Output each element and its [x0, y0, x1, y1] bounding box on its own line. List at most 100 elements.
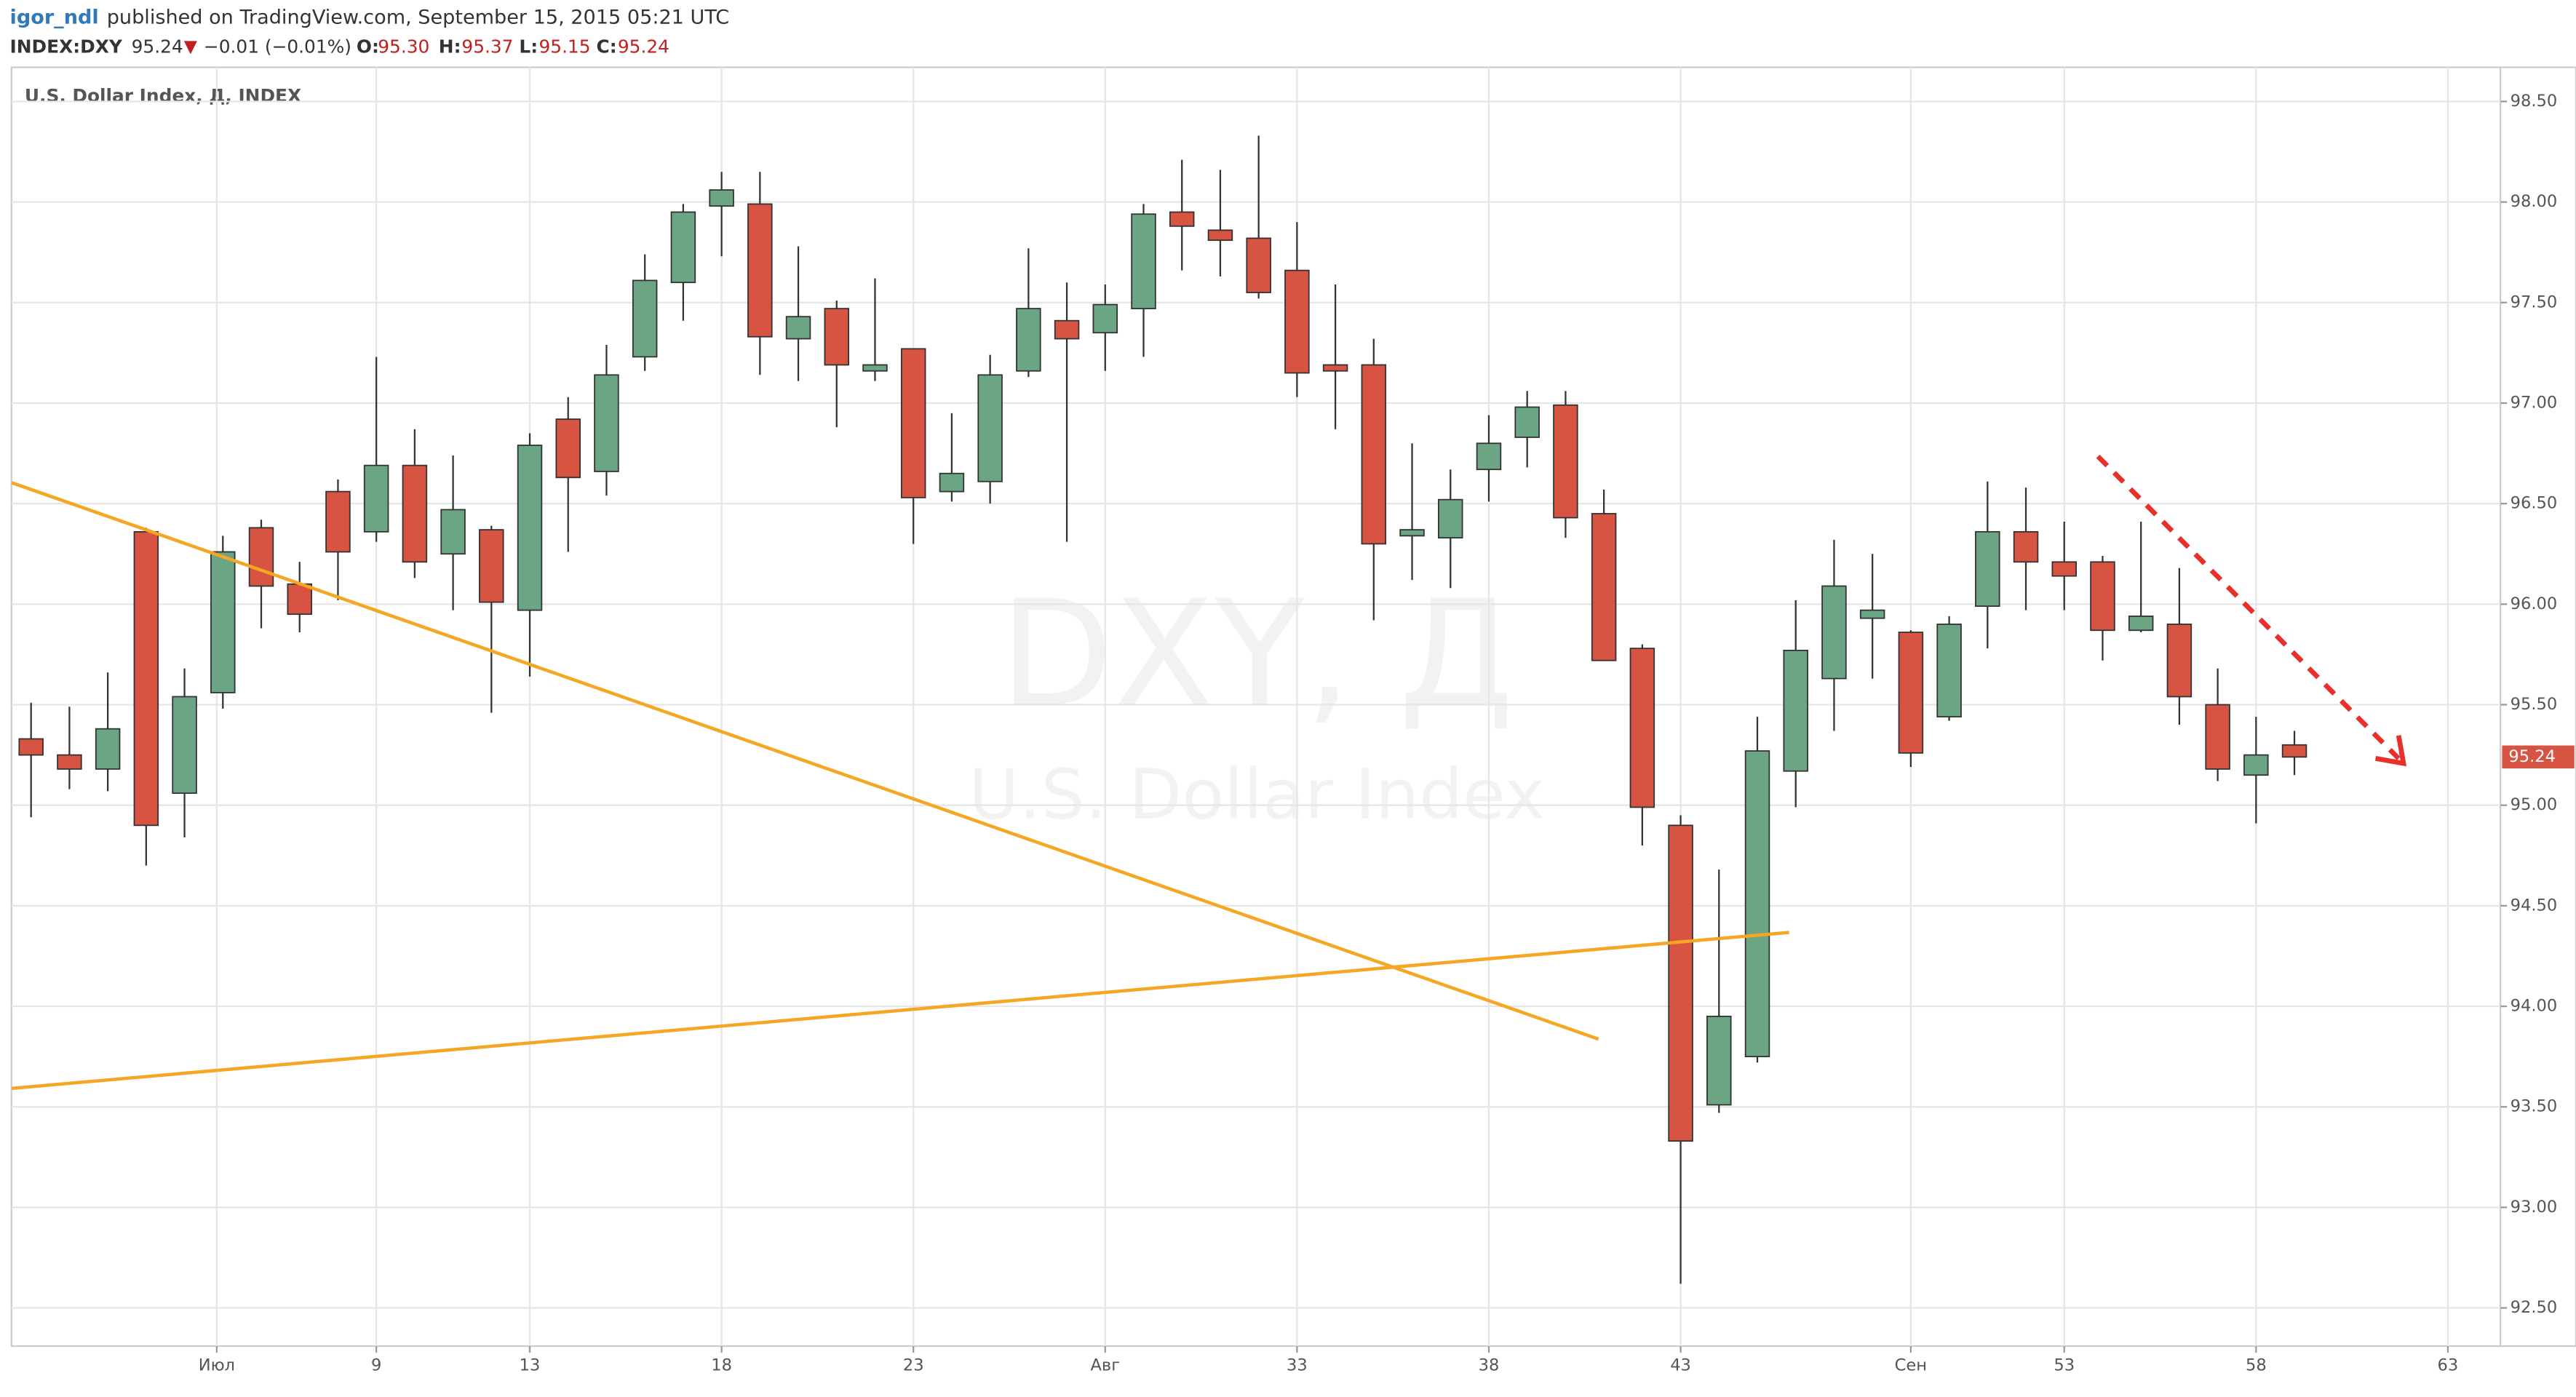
candle-body — [1284, 269, 1310, 374]
candle-body — [57, 754, 82, 770]
grid — [11, 67, 2501, 1347]
candle-body — [747, 203, 773, 338]
candle-body — [1975, 530, 2000, 608]
x-tick-label: Авг — [1091, 1356, 1121, 1375]
y-tick-label: 97.00 — [2511, 394, 2558, 413]
candle-body — [1783, 650, 1808, 772]
candle-body — [1169, 211, 1195, 227]
author[interactable]: igor_ndl — [10, 6, 99, 28]
change: −0.01 (−0.01%) — [204, 36, 351, 57]
y-tick-label: 98.50 — [2511, 92, 2558, 111]
candle-body — [2205, 704, 2230, 770]
y-tick-label: 98.00 — [2511, 192, 2558, 211]
y-tick-label: 94.00 — [2511, 997, 2558, 1016]
x-tick-label: 38 — [1479, 1356, 1500, 1375]
candle-body — [939, 472, 965, 493]
symbol-line: INDEX:DXY 95.24 −0.01 (−0.01%) O: 95.30 … — [10, 36, 669, 57]
last-price-tag — [2502, 745, 2575, 769]
candle-body — [18, 738, 44, 756]
candle-body — [2128, 616, 2154, 632]
x-tick-label: Июл — [199, 1356, 235, 1375]
y-tick-label: 96.50 — [2511, 494, 2558, 513]
last-price-label: 95.24 — [2508, 747, 2556, 766]
open-value: 95.30 — [378, 36, 429, 57]
candle-body — [95, 728, 121, 770]
candle-body — [325, 490, 351, 553]
y-tick-label: 96.00 — [2511, 594, 2558, 613]
high-label: H: — [439, 36, 461, 57]
candle-body — [1092, 303, 1118, 334]
x-tick-label: 58 — [2246, 1356, 2267, 1375]
candle-body — [1438, 498, 1463, 539]
candle-body — [363, 464, 389, 533]
candle-body — [2013, 530, 2039, 563]
candle-body — [1322, 364, 1348, 372]
trend-line — [11, 931, 1789, 1091]
x-tick-label: 53 — [2054, 1356, 2075, 1375]
high-value: 95.37 — [461, 36, 513, 57]
forecast-arrow-head — [2374, 735, 2407, 767]
candle-body — [287, 583, 312, 616]
trend-line — [11, 481, 1599, 1041]
x-tick-label: 13 — [520, 1356, 541, 1375]
candle-body — [1553, 404, 1578, 519]
candle-body — [248, 527, 274, 587]
candle-body — [2051, 561, 2077, 577]
candle-body — [1476, 442, 1502, 471]
symbol: INDEX:DXY — [10, 36, 123, 57]
candle-body — [2166, 624, 2193, 698]
watermark-subtitle: U.S. Dollar Index — [969, 755, 1545, 835]
candle-body — [862, 364, 888, 372]
candle-body — [133, 530, 159, 827]
candle-body — [210, 551, 236, 693]
candles — [18, 135, 2307, 1284]
candle-body — [1016, 308, 1041, 372]
chart-title: U.S. Dollar Index, Д, INDEX — [25, 85, 301, 106]
published: published on TradingView.com, September … — [107, 6, 729, 28]
x-tick-label: 33 — [1287, 1356, 1308, 1375]
candle-body — [785, 316, 811, 340]
x-tick-label: 23 — [903, 1356, 924, 1375]
candle-body — [1131, 213, 1156, 310]
forecast-arrow — [2096, 454, 2401, 760]
candle-body — [172, 696, 197, 795]
candle-body — [2281, 744, 2307, 758]
x-tick-label: 9 — [371, 1356, 381, 1375]
candle-body — [709, 189, 734, 207]
candle-body — [1821, 585, 1847, 680]
axes: 92.50 93.00 93.50 94.00 94.50 95.00 95.50 96.00… — [199, 92, 2575, 1375]
x-tick-label: Сен — [1895, 1356, 1927, 1375]
candle-body — [555, 418, 581, 479]
candle-body — [900, 348, 926, 498]
candle-body — [594, 374, 619, 472]
low-value: 95.15 — [539, 36, 591, 57]
candle-body — [670, 211, 696, 284]
candle-body — [1706, 1015, 1732, 1106]
candle-body — [1898, 632, 1924, 754]
candle-body — [1361, 364, 1387, 545]
candle-body — [1399, 529, 1425, 537]
drawings — [11, 454, 2407, 1091]
candle-body — [1054, 319, 1080, 340]
y-tick-label: 93.50 — [2511, 1097, 2558, 1116]
close-value: 95.24 — [618, 36, 669, 57]
candle-body — [977, 374, 1003, 482]
open-label: O: — [357, 36, 379, 57]
x-tick-label: 43 — [1670, 1356, 1691, 1375]
candle-body — [632, 279, 658, 358]
candle-body — [1936, 624, 1962, 718]
candle-body — [479, 529, 504, 603]
price-axis — [2500, 66, 2576, 1348]
candle-body — [517, 445, 543, 611]
y-tick-label: 94.50 — [2511, 896, 2558, 915]
candle-body — [1744, 750, 1770, 1058]
watermark: DXY, Д — [999, 568, 1514, 740]
candle-body — [402, 464, 428, 563]
candle-body — [1629, 648, 1655, 808]
candle-body — [1207, 229, 1233, 242]
candle-body — [824, 308, 850, 366]
candle-body — [1246, 237, 1271, 293]
y-tick-label: 97.50 — [2511, 292, 2558, 311]
